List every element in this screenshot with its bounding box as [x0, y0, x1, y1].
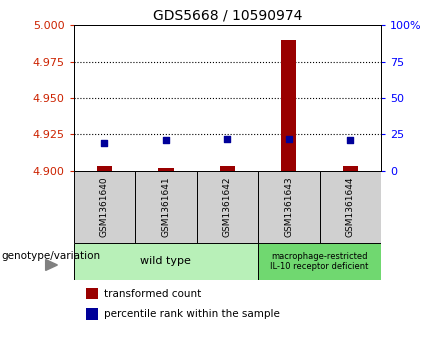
Text: GSM1361643: GSM1361643: [284, 176, 293, 237]
Polygon shape: [45, 260, 58, 270]
Text: GSM1361644: GSM1361644: [346, 177, 355, 237]
Bar: [86, 287, 98, 299]
Point: [162, 137, 169, 143]
Bar: [343, 166, 358, 171]
Title: GDS5668 / 10590974: GDS5668 / 10590974: [153, 9, 302, 23]
Bar: [86, 308, 98, 319]
Bar: [97, 166, 112, 171]
Bar: [197, 171, 258, 243]
Point: [347, 137, 354, 143]
Bar: [320, 171, 381, 243]
Bar: [220, 166, 235, 171]
Text: macrophage-restricted
IL-10 receptor deficient: macrophage-restricted IL-10 receptor def…: [270, 252, 369, 271]
Bar: [158, 168, 174, 171]
Text: GSM1361640: GSM1361640: [100, 176, 109, 237]
Bar: [74, 243, 258, 280]
Point: [224, 136, 231, 142]
Bar: [258, 243, 381, 280]
Point: [101, 140, 108, 146]
Text: GSM1361642: GSM1361642: [223, 177, 232, 237]
Bar: [281, 40, 297, 171]
Bar: [135, 171, 197, 243]
Point: [285, 136, 292, 142]
Text: percentile rank within the sample: percentile rank within the sample: [104, 309, 280, 319]
Text: wild type: wild type: [140, 256, 191, 266]
Bar: [258, 171, 320, 243]
Text: GSM1361641: GSM1361641: [162, 176, 170, 237]
Text: genotype/variation: genotype/variation: [1, 251, 100, 261]
Bar: [74, 171, 135, 243]
Text: transformed count: transformed count: [104, 289, 202, 299]
